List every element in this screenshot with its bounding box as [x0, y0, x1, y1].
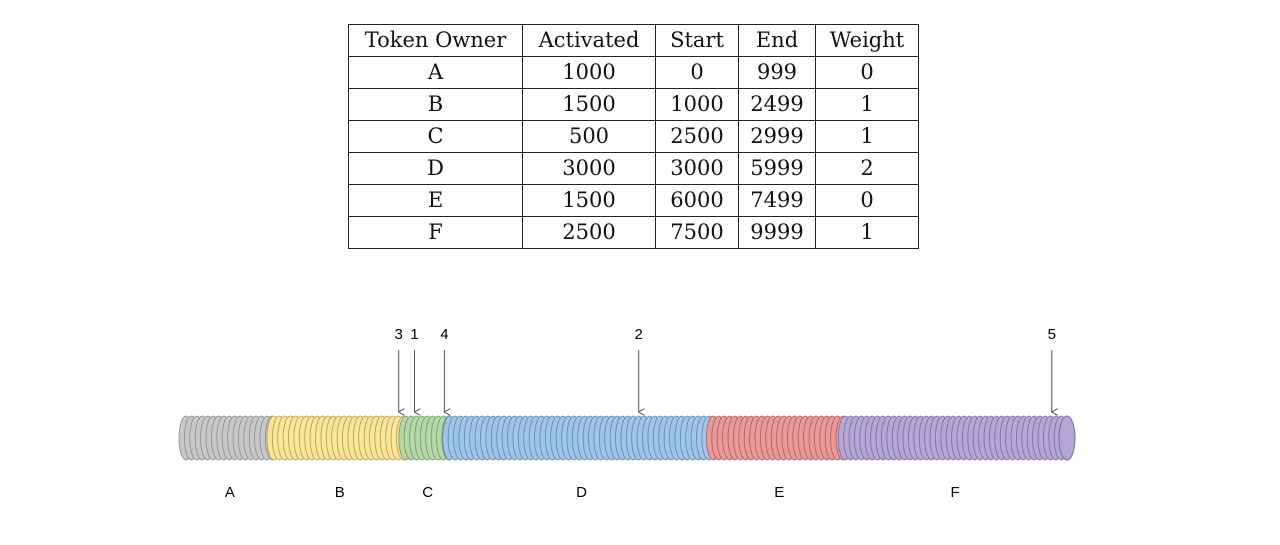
ring-segment-f — [837, 415, 1069, 461]
table-cell: 2 — [815, 152, 919, 185]
segment-label-a: A — [225, 484, 235, 501]
table-cell: 1 — [815, 88, 919, 121]
segment-label-e: E — [774, 484, 784, 501]
marker-label: 5 — [1048, 326, 1056, 343]
table-cell: 1000 — [522, 56, 656, 89]
table-cell: 2500 — [522, 216, 656, 249]
table-row: E 1500 6000 7499 0 — [348, 184, 919, 217]
table-cell: 0 — [815, 56, 919, 89]
table-cell: D — [348, 152, 523, 185]
table-cell: C — [348, 120, 523, 153]
marker-5: 5 — [1048, 326, 1056, 412]
marker-2: 2 — [635, 326, 643, 412]
column-header: Start — [655, 24, 739, 57]
table-cell: E — [348, 184, 523, 217]
marker-3: 3 — [395, 326, 403, 412]
table-cell: 2499 — [738, 88, 816, 121]
table-cell: 1000 — [655, 88, 739, 121]
table-header-row: Token Owner Activated Start End Weight — [348, 24, 919, 57]
segment-label-f: F — [951, 484, 960, 501]
marker-label: 3 — [395, 326, 403, 343]
table-cell: 5999 — [738, 152, 816, 185]
ring-segment-a — [178, 415, 280, 461]
table-row: A 1000 0 999 0 — [348, 56, 919, 89]
table-cell: 1500 — [522, 88, 656, 121]
marker-4: 4 — [440, 326, 448, 412]
table-cell: A — [348, 56, 523, 89]
ring-segment-e — [706, 415, 851, 461]
marker-label: 2 — [635, 326, 643, 343]
table-row: C 500 2500 2999 1 — [348, 120, 919, 153]
table-cell: F — [348, 216, 523, 249]
table-row: D 3000 3000 5999 2 — [348, 152, 919, 185]
ring-end-cap — [1058, 415, 1076, 461]
marker-1: 1 — [410, 326, 418, 412]
ring-segment-d — [442, 415, 717, 461]
marker-label: 1 — [410, 326, 418, 343]
table-cell: B — [348, 88, 523, 121]
segment-label-d: D — [576, 484, 587, 501]
segment-label-b: B — [335, 484, 345, 501]
column-header: Weight — [815, 24, 919, 57]
table-cell: 9999 — [738, 216, 816, 249]
table-cell: 2500 — [655, 120, 739, 153]
ring-segment-b — [266, 415, 411, 461]
table-cell: 999 — [738, 56, 816, 89]
table-cell: 1 — [815, 216, 919, 249]
table-cell: 7500 — [655, 216, 739, 249]
table-cell: 0 — [655, 56, 739, 89]
table-cell: 500 — [522, 120, 656, 153]
table-cell: 1500 — [522, 184, 656, 217]
token-owner-table: Token Owner Activated Start End Weight A… — [348, 24, 919, 249]
table-row: F 2500 7500 9999 1 — [348, 216, 919, 249]
table-cell: 6000 — [655, 184, 739, 217]
marker-label: 4 — [440, 326, 448, 343]
table-cell: 2999 — [738, 120, 816, 153]
column-header: Activated — [522, 24, 656, 57]
table-cell: 3000 — [522, 152, 656, 185]
table-row: B 1500 1000 2499 1 — [348, 88, 919, 121]
column-header: End — [738, 24, 816, 57]
table-cell: 0 — [815, 184, 919, 217]
table-cell: 1 — [815, 120, 919, 153]
column-header: Token Owner — [348, 24, 523, 57]
table-cell: 3000 — [655, 152, 739, 185]
table-cell: 7499 — [738, 184, 816, 217]
segment-label-c: C — [422, 484, 433, 501]
